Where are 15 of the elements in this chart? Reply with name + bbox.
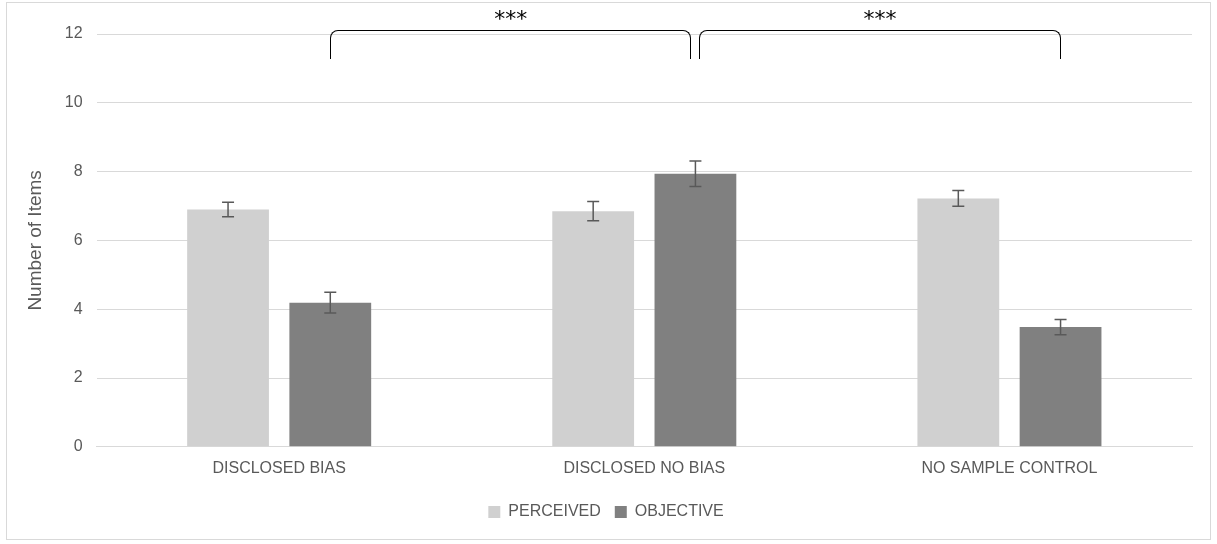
- y-tick-label: 8: [73, 162, 83, 180]
- text: ***: [863, 6, 897, 31]
- y-axis-title: Number of Items: [23, 170, 45, 311]
- y-tick-label: 12: [64, 24, 83, 42]
- y-tick-label: 2: [73, 368, 83, 386]
- x-tick-label: DISCLOSED NO BIAS: [563, 458, 726, 476]
- y-tick-label: 6: [73, 230, 83, 248]
- text: ***: [494, 6, 528, 31]
- y-tick-label: 10: [64, 93, 83, 111]
- x-tick-label: NO SAMPLE CONTROL: [921, 458, 1098, 476]
- y-tick-label: 0: [73, 437, 83, 455]
- legend-label: OBJECTIVE: [634, 502, 724, 520]
- legend-label: PERCEIVED: [508, 502, 601, 520]
- y-tick-label: 4: [73, 299, 83, 317]
- x-tick-label: DISCLOSED BIAS: [212, 458, 346, 476]
